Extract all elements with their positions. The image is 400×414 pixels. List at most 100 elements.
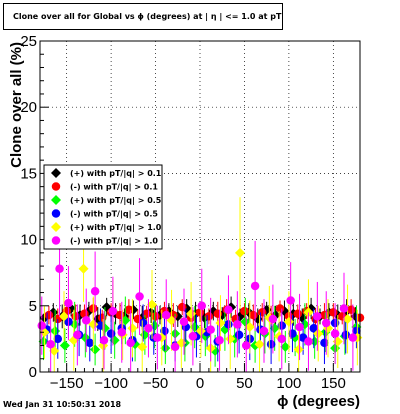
data-point xyxy=(124,305,134,315)
data-point xyxy=(346,305,356,315)
data-point xyxy=(339,304,349,313)
legend-marker xyxy=(51,236,61,245)
data-point xyxy=(127,323,138,334)
data-point xyxy=(55,264,64,273)
data-point xyxy=(320,338,329,348)
data-point xyxy=(37,321,47,330)
y-axis-title: Clone over all (%) xyxy=(8,42,25,168)
data-point xyxy=(170,342,180,352)
data-point xyxy=(254,339,265,350)
data-point xyxy=(117,328,127,337)
data-point xyxy=(204,312,214,321)
data-point xyxy=(268,314,278,324)
legend-label: (-) with pT/|q| > 0.1 xyxy=(70,183,158,192)
data-point xyxy=(177,302,187,312)
data-point xyxy=(106,329,116,338)
data-point xyxy=(225,333,236,344)
data-point xyxy=(330,329,340,338)
data-point xyxy=(309,324,319,333)
x-tick-label: 50 xyxy=(236,375,253,392)
data-point xyxy=(88,319,99,330)
data-point xyxy=(313,328,324,339)
data-point xyxy=(249,310,258,320)
data-point xyxy=(224,305,233,315)
data-point xyxy=(235,247,245,258)
data-point xyxy=(304,337,313,346)
data-point xyxy=(161,310,171,320)
data-point xyxy=(215,318,226,329)
y-tick-label: 5 xyxy=(29,298,37,315)
series-6 xyxy=(37,221,358,372)
data-point xyxy=(286,296,295,305)
data-point xyxy=(147,299,157,310)
x-tick-label: 150 xyxy=(321,375,346,392)
legend: (+) with pT/|q| > 0.1 (-) with pT/|q| > 0… xyxy=(43,164,163,250)
data-point xyxy=(151,312,160,321)
data-point xyxy=(288,329,297,338)
data-point xyxy=(321,318,331,328)
data-point xyxy=(342,314,353,325)
legend-marker xyxy=(51,209,61,218)
data-point xyxy=(186,308,197,319)
data-point xyxy=(71,312,80,321)
axes: −150 −100 −50 0 50 100 150 0 5 10 15 20 25 xyxy=(20,33,361,392)
x-tick-label: −50 xyxy=(143,375,168,392)
data-point xyxy=(90,286,100,296)
legend-label: (-) with pT/|q| > 1.0 xyxy=(70,237,158,246)
legend-label: (-) with pT/|q| > 0.5 xyxy=(70,210,158,219)
data-point xyxy=(197,301,207,311)
data-point xyxy=(215,335,224,345)
data-point xyxy=(108,306,118,316)
data-point xyxy=(188,332,198,341)
y-tick-label: 20 xyxy=(20,99,37,116)
data-point xyxy=(153,333,162,342)
x-tick-label: 0 xyxy=(196,375,204,392)
y-tick-label: 0 xyxy=(29,364,37,381)
data-point xyxy=(160,343,171,354)
x-tick-label: −100 xyxy=(94,375,128,392)
data-point xyxy=(320,310,329,320)
data-point xyxy=(329,308,338,317)
data-point xyxy=(250,281,260,291)
data-point xyxy=(179,317,189,326)
data-point xyxy=(234,330,244,340)
legend-label: (+) with pT/|q| > 0.1 xyxy=(70,169,162,178)
data-point xyxy=(293,344,304,355)
y-tick-label: 15 xyxy=(20,165,37,182)
data-point xyxy=(240,306,249,316)
data-point xyxy=(78,263,89,274)
data-point xyxy=(73,330,82,340)
data-point xyxy=(50,325,61,336)
data-point xyxy=(313,312,322,321)
data-point xyxy=(233,320,242,329)
data-point xyxy=(277,334,287,344)
legend-box xyxy=(43,164,163,250)
data-point xyxy=(81,316,91,325)
data-point xyxy=(135,292,144,301)
data-point xyxy=(44,310,54,320)
data-point xyxy=(126,338,135,348)
data-point xyxy=(99,335,109,345)
data-point xyxy=(266,339,276,349)
data-point xyxy=(189,321,200,332)
y-tick-label: 10 xyxy=(20,232,37,249)
data-point xyxy=(109,335,120,346)
data-point xyxy=(195,325,206,336)
data-point xyxy=(144,324,153,333)
data-point xyxy=(352,326,361,336)
data-point xyxy=(275,304,285,313)
timestamp-footer: Wed Jan 31 10:50:31 2018 xyxy=(3,400,122,409)
y-tick-label: 25 xyxy=(20,33,37,50)
data-point xyxy=(38,336,49,347)
data-point xyxy=(59,340,70,351)
data-point xyxy=(295,322,304,332)
data-point xyxy=(269,323,280,334)
chart-title: Clone over all for Global vs ϕ (degrees)… xyxy=(3,3,283,30)
x-tick-label: −150 xyxy=(50,375,84,392)
legend-marker xyxy=(51,182,61,191)
legend-label: (+) with pT/|q| > 0.5 xyxy=(70,196,162,205)
x-tick-label: 100 xyxy=(276,375,301,392)
data-point xyxy=(137,341,148,352)
data-point xyxy=(53,334,63,344)
